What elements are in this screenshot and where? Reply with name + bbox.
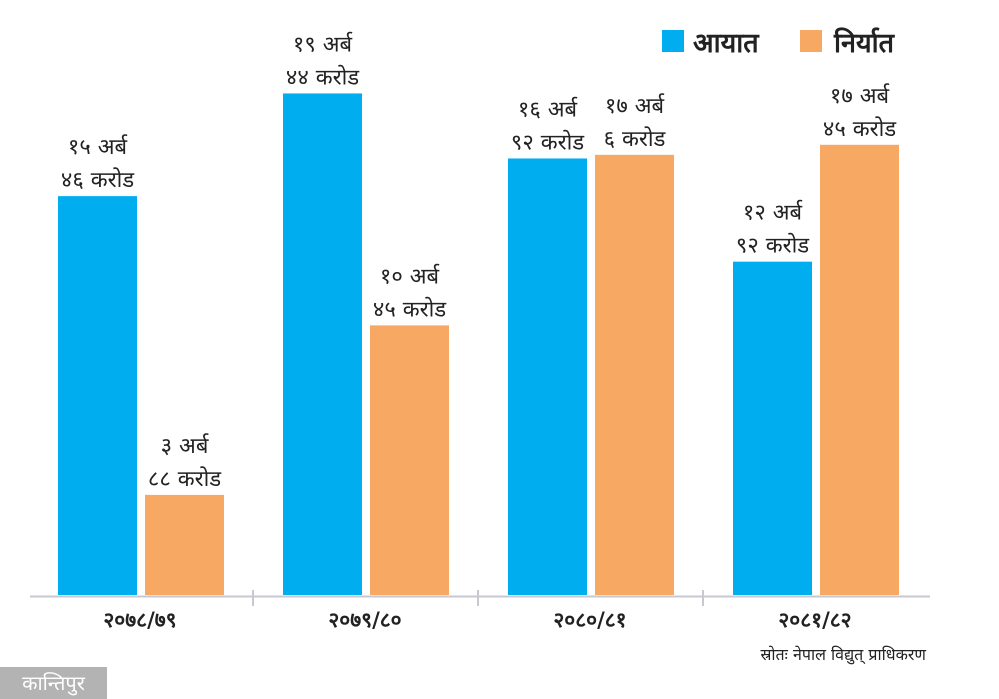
x-tick-label: २०८१/८२ [778,608,851,632]
bar-export [145,494,224,595]
bar-export [595,154,674,596]
kantipur-logo: कान्तिपुर [0,667,107,699]
data-label: १५ अर्ब [68,134,128,160]
data-label: ६ करोड [604,126,666,152]
bar-import [58,196,137,595]
bar-export [820,144,899,596]
source-note: स्रोतः नेपाल विद्युत् प्राधिकरण [760,645,926,665]
x-tick-label: २०७८/७९ [103,608,176,632]
data-label: १७ अर्ब [830,83,890,109]
data-label: ४६ करोड [61,167,134,193]
bar-import [508,158,587,596]
data-label: ३ अर्ब [161,433,210,459]
legend-label-import: आयात [693,28,760,59]
data-label: १२ अर्ब [743,200,803,226]
bar-import [283,93,362,595]
data-label: १९ अर्ब [293,31,353,57]
bar-import [733,261,812,595]
legend-label-export: निर्यात [833,27,896,59]
data-label: १० अर्ब [380,263,440,289]
x-tick-label: २०८०/८१ [553,608,626,632]
data-label: ९२ करोड [511,129,584,155]
data-label: ४५ करोड [373,296,446,322]
x-tick-label: २०७९/८० [328,608,401,632]
data-label: ९२ करोड [736,233,809,259]
legend-swatch-import [662,30,684,52]
data-label: १७ अर्ब [605,93,665,119]
legend-swatch-export [800,30,822,52]
data-label: ४४ करोड [286,64,359,90]
bar-export [370,325,449,595]
data-label: १६ अर्ब [518,96,578,122]
data-label: ४५ करोड [823,116,896,142]
data-label: ८८ करोड [148,466,221,492]
